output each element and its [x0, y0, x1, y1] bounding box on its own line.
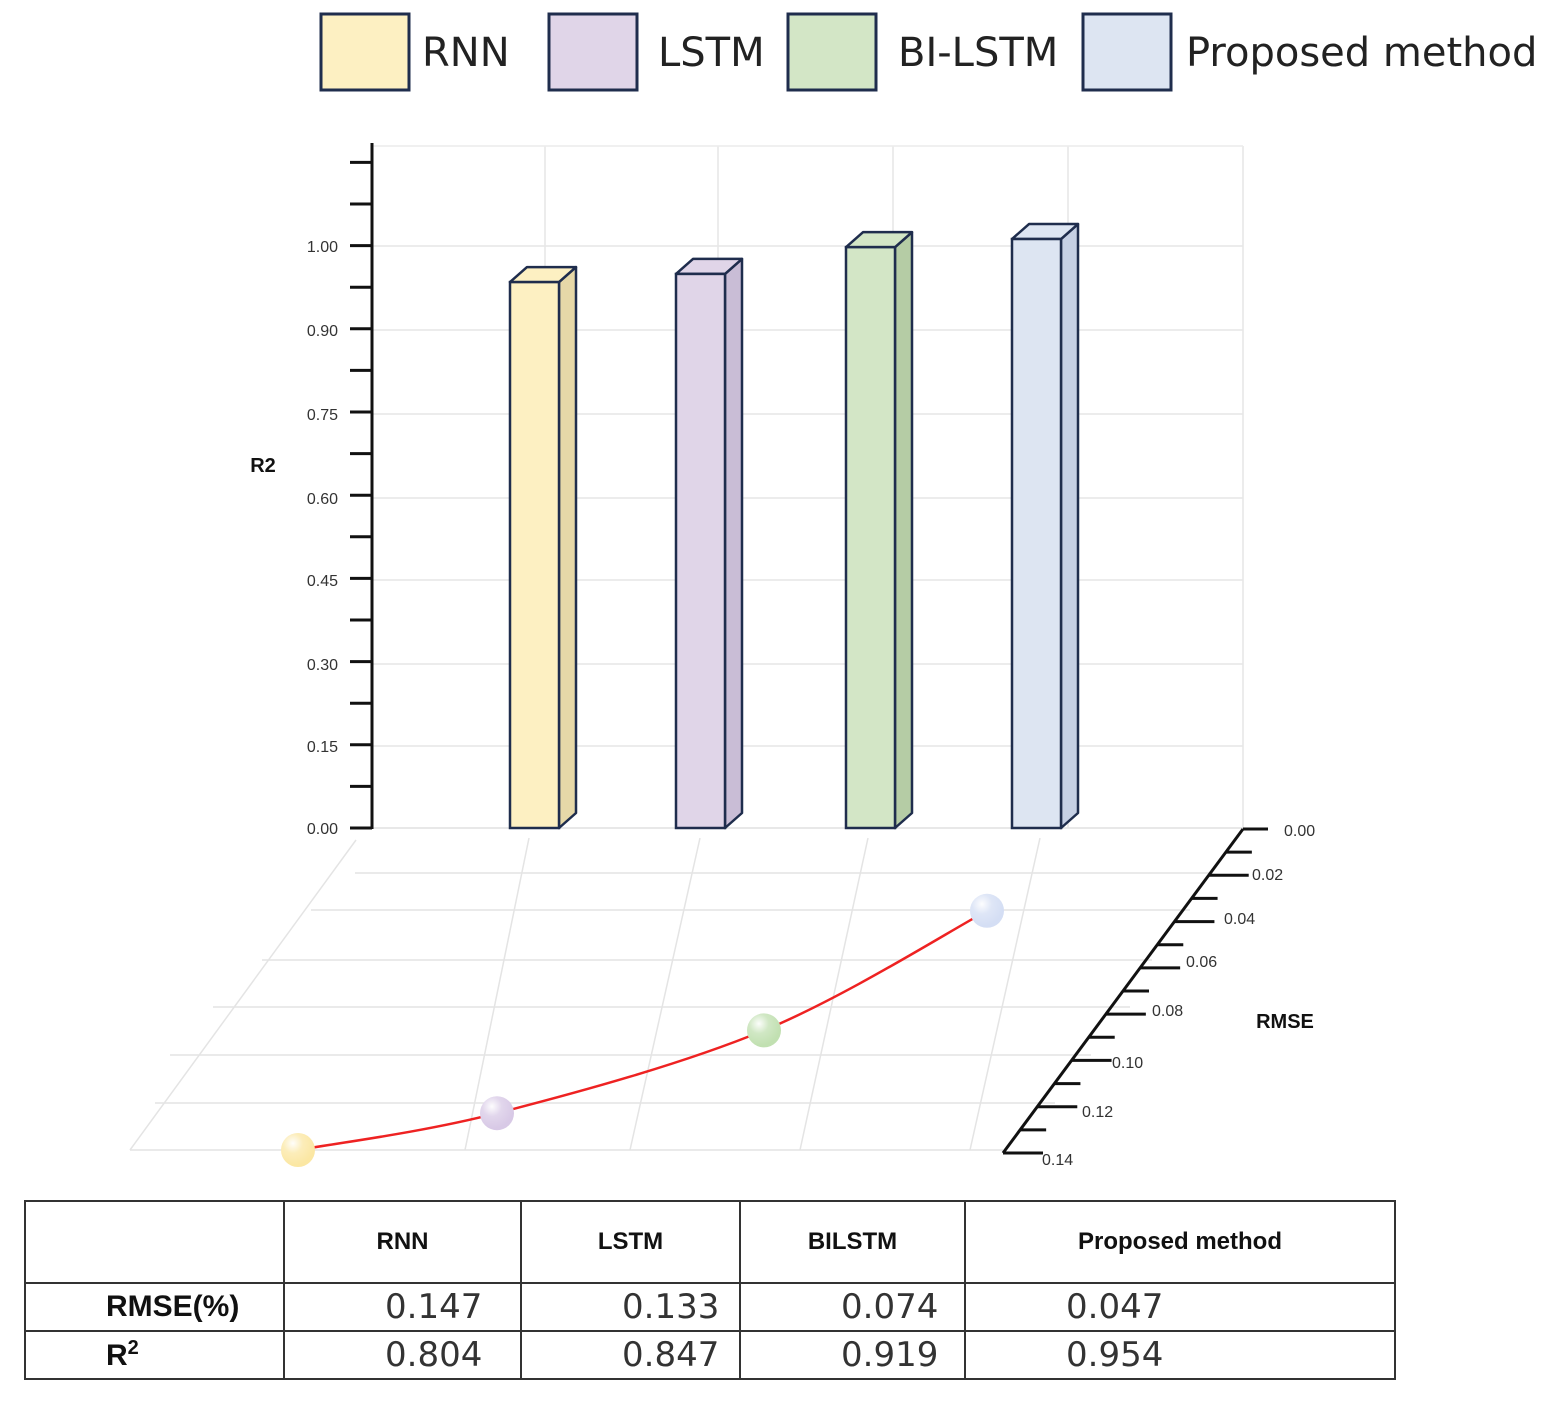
rmse-curve — [297, 909, 988, 1152]
bar-rnn — [508, 265, 578, 830]
table-header-lstm: LSTM — [520, 1200, 741, 1284]
rmse-tick-label-6: 0.12 — [1082, 1104, 1113, 1121]
rmse-point-bi-lstm — [747, 1013, 781, 1048]
rmse-axis: 0.00 0.02 0.04 0.06 0.08 0.10 0.12 0.14 — [1001, 823, 1315, 1169]
legend-label-bi-lstm: BI-LSTM — [898, 30, 1058, 76]
rmse-points — [281, 893, 1004, 1167]
rmse-tick-label-0: 0.00 — [1284, 823, 1315, 840]
legend: RNN LSTM BI-LSTM Proposed method — [319, 12, 1537, 92]
back-wall-grid — [372, 145, 1244, 829]
floor-line-v-0 — [129, 839, 357, 1151]
table-header-rnn: RNN — [283, 1200, 522, 1284]
rmse-point-gloss-rnn — [281, 1133, 315, 1167]
rmse-point-rnn — [281, 1133, 315, 1167]
table-header-bilstm: BILSTM — [739, 1200, 966, 1284]
cell-rmse-bilstm: 0.074 — [739, 1282, 966, 1332]
y-tick-label-3: 0.45 — [307, 573, 338, 590]
legend-label-proposed-method: Proposed method — [1186, 30, 1537, 76]
results-table: RNN LSTM BILSTM Proposed method RMSE(%) … — [24, 1200, 1396, 1380]
rmse-point-gloss-proposed-method — [970, 893, 1004, 928]
rmse-point-gloss-bi-lstm — [747, 1013, 781, 1048]
row-label-r2: R2 — [24, 1330, 285, 1380]
table-row-rmse: RMSE(%) 0.147 0.133 0.074 0.047 — [24, 1282, 1396, 1332]
rmse-tick-label-3: 0.06 — [1186, 954, 1217, 971]
cell-rmse-rnn: 0.147 — [283, 1282, 522, 1332]
row-label-rmse: RMSE(%) — [24, 1282, 285, 1332]
legend-label-rnn: RNN — [422, 30, 510, 76]
rmse-point-proposed-method — [970, 893, 1004, 928]
bar-side-rnn — [557, 265, 578, 830]
r2-base: R — [106, 1339, 128, 1372]
table-row-r2: R2 0.804 0.847 0.919 0.954 — [24, 1330, 1396, 1380]
y-tick-label-6: 0.90 — [307, 323, 338, 340]
rmse-tick-label-4: 0.08 — [1152, 1003, 1183, 1020]
bar-front-lstm — [674, 272, 727, 830]
cell-r2-lstm: 0.847 — [520, 1330, 741, 1380]
y-tick-label-2: 0.30 — [307, 657, 338, 674]
rmse-axis-title: RMSE — [1256, 1011, 1314, 1033]
floor-line-v-1 — [464, 837, 530, 1151]
bar-bi-lstm — [844, 230, 914, 830]
bar-proposed-method — [1010, 222, 1080, 830]
bar-front-rnn — [508, 280, 561, 830]
cell-r2-bilstm: 0.919 — [739, 1330, 966, 1380]
floor-line-v-2 — [629, 837, 701, 1151]
rmse-line — [297, 909, 988, 1152]
floor-line-v-4 — [969, 837, 1041, 1151]
y-tick-label-1: 0.15 — [307, 739, 338, 756]
y-tick-label-0: 0.00 — [307, 821, 338, 838]
legend-swatch-proposed-method — [1081, 12, 1173, 92]
y-tick-label-5: 0.75 — [307, 407, 338, 424]
cell-rmse-lstm: 0.133 — [520, 1282, 741, 1332]
bar-lstm — [674, 257, 744, 830]
cell-r2-rnn: 0.804 — [283, 1330, 522, 1380]
rmse-tick-label-7: 0.14 — [1042, 1152, 1073, 1169]
legend-swatch-lstm — [547, 12, 639, 92]
bar-side-lstm — [723, 257, 744, 830]
bar-side-bi-lstm — [893, 230, 914, 830]
rmse-point-gloss-lstm — [480, 1096, 514, 1131]
cell-rmse-proposed: 0.047 — [964, 1282, 1396, 1332]
rmse-point-lstm — [480, 1096, 514, 1131]
bar-side-proposed-method — [1059, 222, 1080, 830]
y-axis-title: R2 — [250, 455, 276, 477]
rmse-tick-label-1: 0.02 — [1252, 867, 1283, 884]
table-header-proposed: Proposed method — [964, 1200, 1396, 1284]
table-header-row: RNN LSTM BILSTM Proposed method — [24, 1200, 1396, 1284]
rmse-tick-label-2: 0.04 — [1224, 911, 1255, 928]
y-tick-label-4: 0.60 — [307, 491, 338, 508]
floor-line-v-3 — [799, 837, 869, 1151]
cell-r2-proposed: 0.954 — [964, 1330, 1396, 1380]
table-header-corner — [24, 1200, 285, 1284]
bar-front-bi-lstm — [844, 245, 897, 830]
rmse-tick-label-5: 0.10 — [1112, 1055, 1143, 1072]
r2-superscript: 2 — [127, 1337, 139, 1359]
legend-swatch-rnn — [319, 12, 411, 92]
y-axis-r2: 0.00 0.15 0.30 0.45 0.60 0.75 0.90 1.00 — [307, 143, 374, 838]
bar-front-proposed-method — [1010, 237, 1063, 830]
legend-label-lstm: LSTM — [658, 30, 765, 76]
floor-grid — [129, 827, 1243, 1151]
legend-swatch-bi-lstm — [786, 12, 878, 92]
y-tick-label-7: 1.00 — [307, 239, 338, 256]
bars — [508, 222, 1080, 830]
